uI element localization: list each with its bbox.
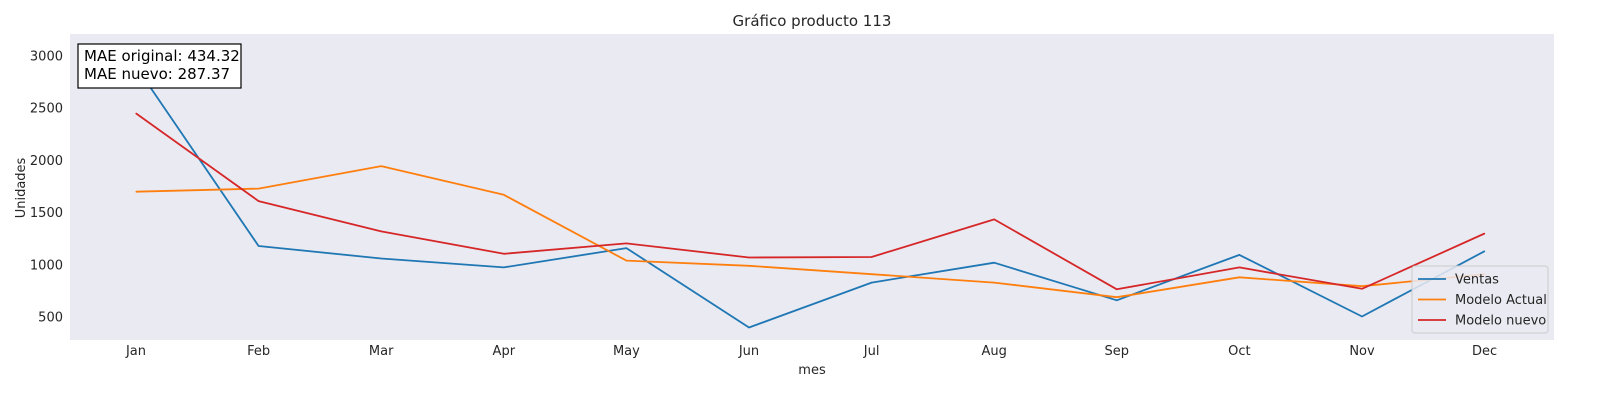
x-axis-ticks: Jan Feb Mar Apr May Jun Jul Aug Sep Oct Nov Dec	[125, 344, 1497, 359]
data-point	[380, 165, 382, 167]
data-point	[993, 262, 995, 264]
data-point	[871, 256, 873, 258]
data-point	[1116, 296, 1118, 298]
legend-label: Modelo Actual	[1455, 293, 1547, 308]
x-tick-label: Jun	[738, 344, 759, 359]
series-line-1	[135, 65, 1486, 329]
data-point	[503, 266, 505, 269]
data-point	[258, 187, 260, 190]
legend: Ventas Modelo Actual Modelo nuevo	[1411, 265, 1549, 334]
data-point	[1361, 315, 1363, 318]
data-point	[748, 326, 750, 329]
y-tick-label: 500	[38, 311, 63, 326]
data-point	[1361, 285, 1363, 287]
data-point	[1484, 232, 1486, 235]
x-tick-label: Mar	[369, 344, 394, 359]
x-tick-label: May	[613, 344, 640, 359]
x-tick-label: Dec	[1472, 344, 1497, 359]
x-tick-label: Sep	[1105, 344, 1130, 359]
y-tick-label: 1500	[30, 206, 63, 221]
data-point	[871, 281, 873, 284]
data-point	[625, 247, 628, 249]
x-tick-label: Jan	[125, 344, 146, 359]
y-tick-label: 2500	[30, 102, 63, 117]
data-point	[871, 273, 873, 275]
x-tick-label: Jul	[863, 344, 880, 359]
data-point	[1116, 288, 1118, 290]
annotation-box	[77, 43, 242, 89]
y-axis-title: Unidades	[14, 157, 29, 218]
x-tick-label: Feb	[247, 344, 270, 359]
y-axis-ticks: 500 1000 1500 2000 2500 3000	[30, 49, 63, 325]
data-point	[1116, 299, 1118, 301]
x-tick-label: Aug	[982, 344, 1007, 359]
data-point	[380, 257, 382, 260]
data-point	[503, 194, 505, 196]
annotation-line-2: MAE nuevo: 287.37	[84, 65, 230, 83]
plot-area	[70, 34, 1554, 340]
mae-annotation: MAE original: 434.32 MAE nuevo: 287.37	[77, 43, 242, 89]
data-point	[135, 191, 137, 193]
y-tick-label: 1000	[30, 258, 63, 273]
data-point	[993, 218, 995, 220]
x-tick-label: Oct	[1228, 344, 1250, 359]
x-tick-label: Apr	[493, 344, 516, 359]
series-line-2	[135, 165, 1485, 299]
legend-box	[1411, 265, 1549, 334]
data-point	[1238, 254, 1240, 256]
data-point	[625, 260, 628, 262]
data-point	[993, 281, 995, 284]
data-point	[1238, 276, 1240, 278]
data-point	[748, 265, 750, 267]
data-point	[1484, 250, 1486, 252]
data-point	[1361, 288, 1363, 290]
data-point	[135, 112, 137, 114]
x-tick-label: Nov	[1349, 344, 1375, 359]
data-point	[625, 242, 628, 244]
data-point	[258, 245, 260, 247]
data-point	[380, 230, 382, 232]
data-point	[258, 200, 260, 202]
data-point	[748, 256, 750, 259]
data-point	[503, 253, 505, 255]
legend-label: Modelo nuevo	[1455, 314, 1546, 329]
y-tick-label: 3000	[30, 49, 63, 64]
data-point	[1238, 266, 1240, 269]
annotation-line-1: MAE original: 434.32	[84, 47, 240, 65]
x-axis-title: mes	[798, 363, 826, 378]
series-line-3	[135, 112, 1485, 291]
chart-title: Gráfico producto 113	[733, 12, 892, 30]
series-layer	[135, 65, 1486, 329]
legend-label: Ventas	[1455, 273, 1499, 288]
y-tick-label: 2000	[30, 154, 63, 169]
